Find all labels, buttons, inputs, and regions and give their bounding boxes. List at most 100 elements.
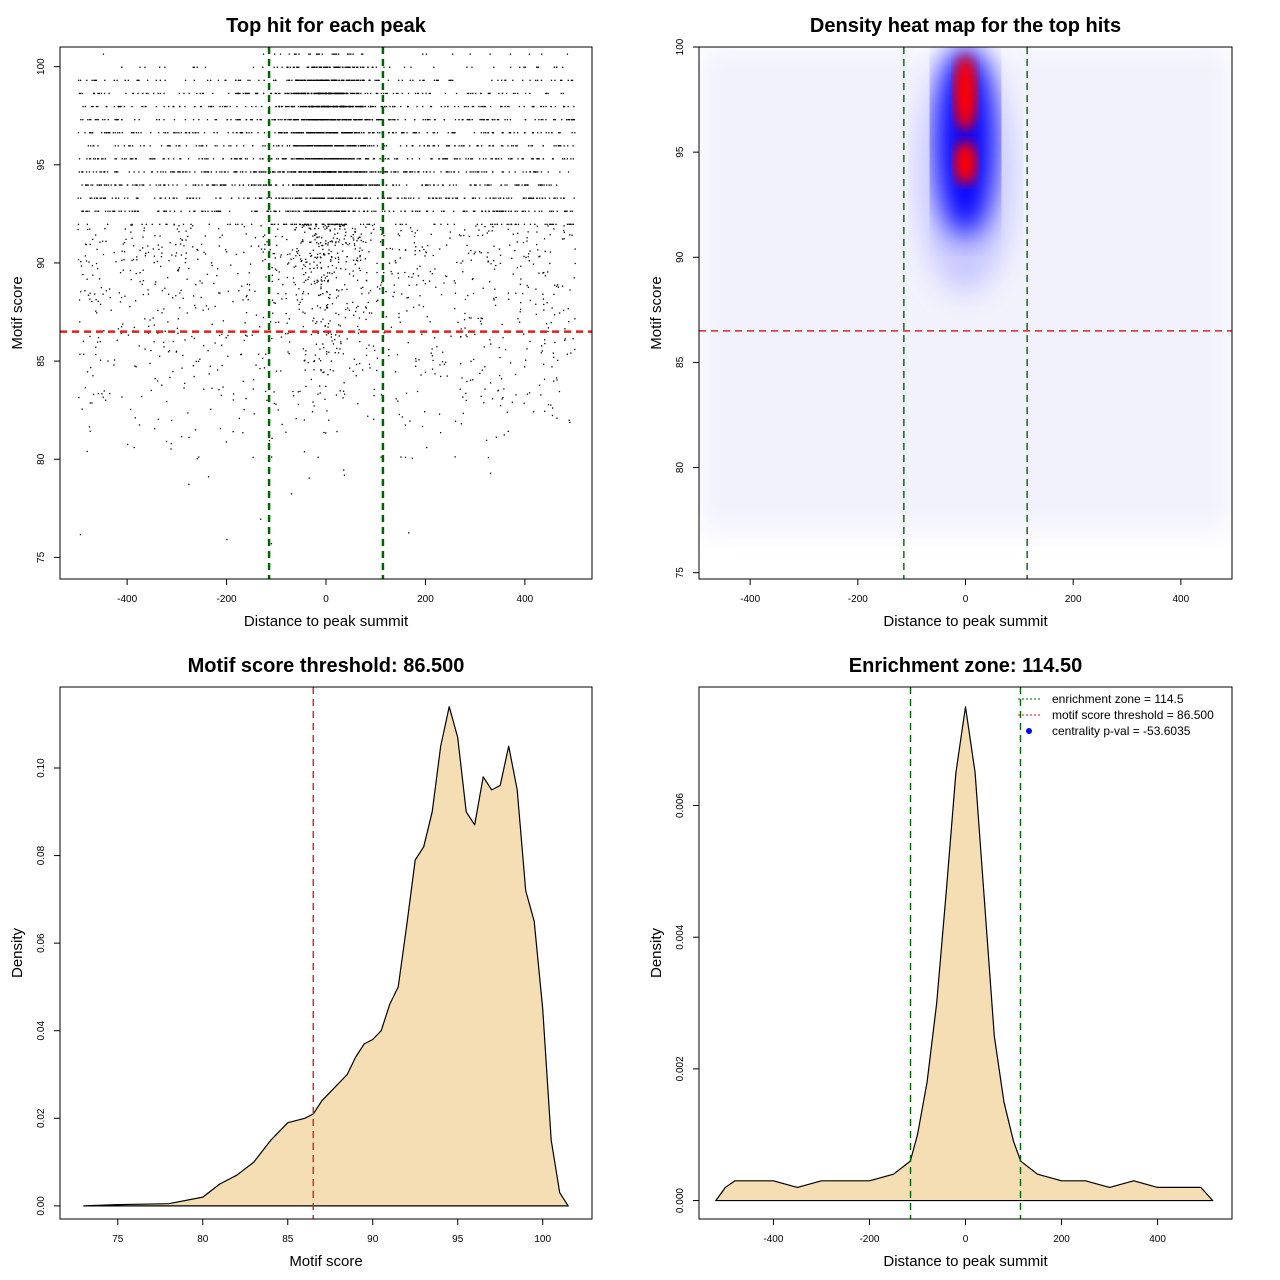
scatter-point	[284, 158, 287, 160]
scatter-point	[461, 119, 463, 121]
scatter-point	[377, 119, 380, 121]
scatter-point	[346, 66, 348, 68]
scatter-point	[355, 132, 357, 134]
scatter-point	[308, 53, 310, 55]
scatter-point	[78, 299, 81, 301]
scatter-point	[545, 132, 547, 134]
scatter-point	[529, 299, 531, 302]
y-axis-label: Motif score	[9, 276, 26, 349]
scatter-point	[171, 254, 173, 256]
scatter-point	[324, 145, 326, 147]
scatter-point	[527, 184, 529, 186]
scatter-point	[331, 241, 334, 243]
scatter-point	[224, 79, 226, 81]
scatter-point	[335, 197, 337, 199]
scatter-point	[433, 66, 435, 68]
scatter-point	[296, 251, 298, 253]
scatter-point	[194, 429, 197, 431]
scatter-point	[229, 223, 231, 225]
scatter-point	[567, 79, 569, 81]
scatter-point	[347, 79, 350, 81]
scatter-point	[489, 145, 491, 147]
scatter-point	[344, 223, 346, 225]
scatter-point	[332, 105, 335, 108]
scatter-point	[376, 271, 378, 274]
scatter-point	[339, 228, 341, 230]
scatter-point	[188, 92, 190, 95]
scatter-point	[419, 250, 421, 252]
scatter-point	[120, 326, 123, 328]
scatter-point	[307, 92, 309, 95]
scatter-point	[347, 105, 350, 108]
scatter-point	[307, 210, 309, 212]
scatter-point	[380, 456, 382, 458]
scatter-point	[259, 367, 261, 370]
scatter-point	[214, 145, 216, 147]
scatter-point	[515, 292, 517, 294]
scatter-point	[332, 237, 335, 239]
scatter-point	[306, 66, 308, 68]
scatter-point	[313, 267, 315, 269]
scatter-point	[266, 210, 268, 212]
scatter-point	[333, 79, 335, 81]
scatter-point	[340, 171, 342, 173]
scatter-point	[217, 79, 220, 81]
scatter-point	[423, 145, 425, 147]
scatter-point	[301, 79, 303, 81]
scatter-point	[184, 79, 187, 81]
scatter-point	[78, 396, 80, 399]
scatter-point	[378, 184, 380, 186]
scatter-point	[193, 79, 195, 81]
scatter-point	[391, 248, 394, 250]
scatter-point	[98, 278, 101, 280]
scatter-point	[308, 276, 310, 278]
scatter-point	[239, 79, 241, 81]
scatter-point	[363, 197, 365, 199]
scatter-point	[563, 225, 565, 227]
scatter-point	[316, 321, 318, 323]
scatter-point	[314, 354, 317, 356]
scatter-point	[82, 105, 84, 108]
scatter-point	[338, 145, 340, 147]
scatter-point	[368, 292, 370, 294]
scatter-point	[472, 197, 474, 199]
scatter-point	[77, 228, 79, 231]
scatter-point	[403, 132, 405, 134]
scatter-point	[379, 158, 381, 160]
scatter-point	[270, 158, 272, 160]
scatter-point	[367, 301, 369, 304]
scatter-point	[311, 119, 313, 121]
scatter-point	[539, 197, 541, 199]
scatter-point	[295, 197, 297, 199]
scatter-point	[563, 229, 565, 232]
scatter-point	[322, 105, 324, 108]
scatter-point	[147, 92, 149, 95]
scatter-point	[97, 105, 99, 108]
scatter-point	[446, 375, 448, 377]
scatter-point	[95, 171, 98, 173]
scatter-point	[120, 184, 122, 186]
scatter-point	[236, 105, 238, 108]
scatter-point	[173, 105, 175, 108]
scatter-point	[313, 119, 315, 121]
scatter-point	[304, 354, 307, 356]
scatter-point	[373, 158, 376, 160]
scatter-point	[271, 437, 273, 439]
scatter-point	[136, 256, 138, 258]
scatter-point	[274, 257, 276, 259]
scatter-point	[506, 119, 509, 121]
scatter-point	[310, 184, 313, 186]
scatter-point	[99, 197, 101, 199]
scatter-point	[123, 105, 125, 108]
scatter-point	[293, 184, 295, 186]
scatter-point	[121, 184, 123, 186]
scatter-point	[164, 330, 166, 332]
scatter-point	[327, 374, 329, 376]
scatter-point	[310, 132, 312, 134]
scatter-point	[345, 242, 347, 244]
scatter-point	[465, 399, 467, 402]
scatter-point	[97, 92, 99, 95]
scatter-point	[453, 280, 455, 282]
scatter-point	[343, 145, 345, 147]
